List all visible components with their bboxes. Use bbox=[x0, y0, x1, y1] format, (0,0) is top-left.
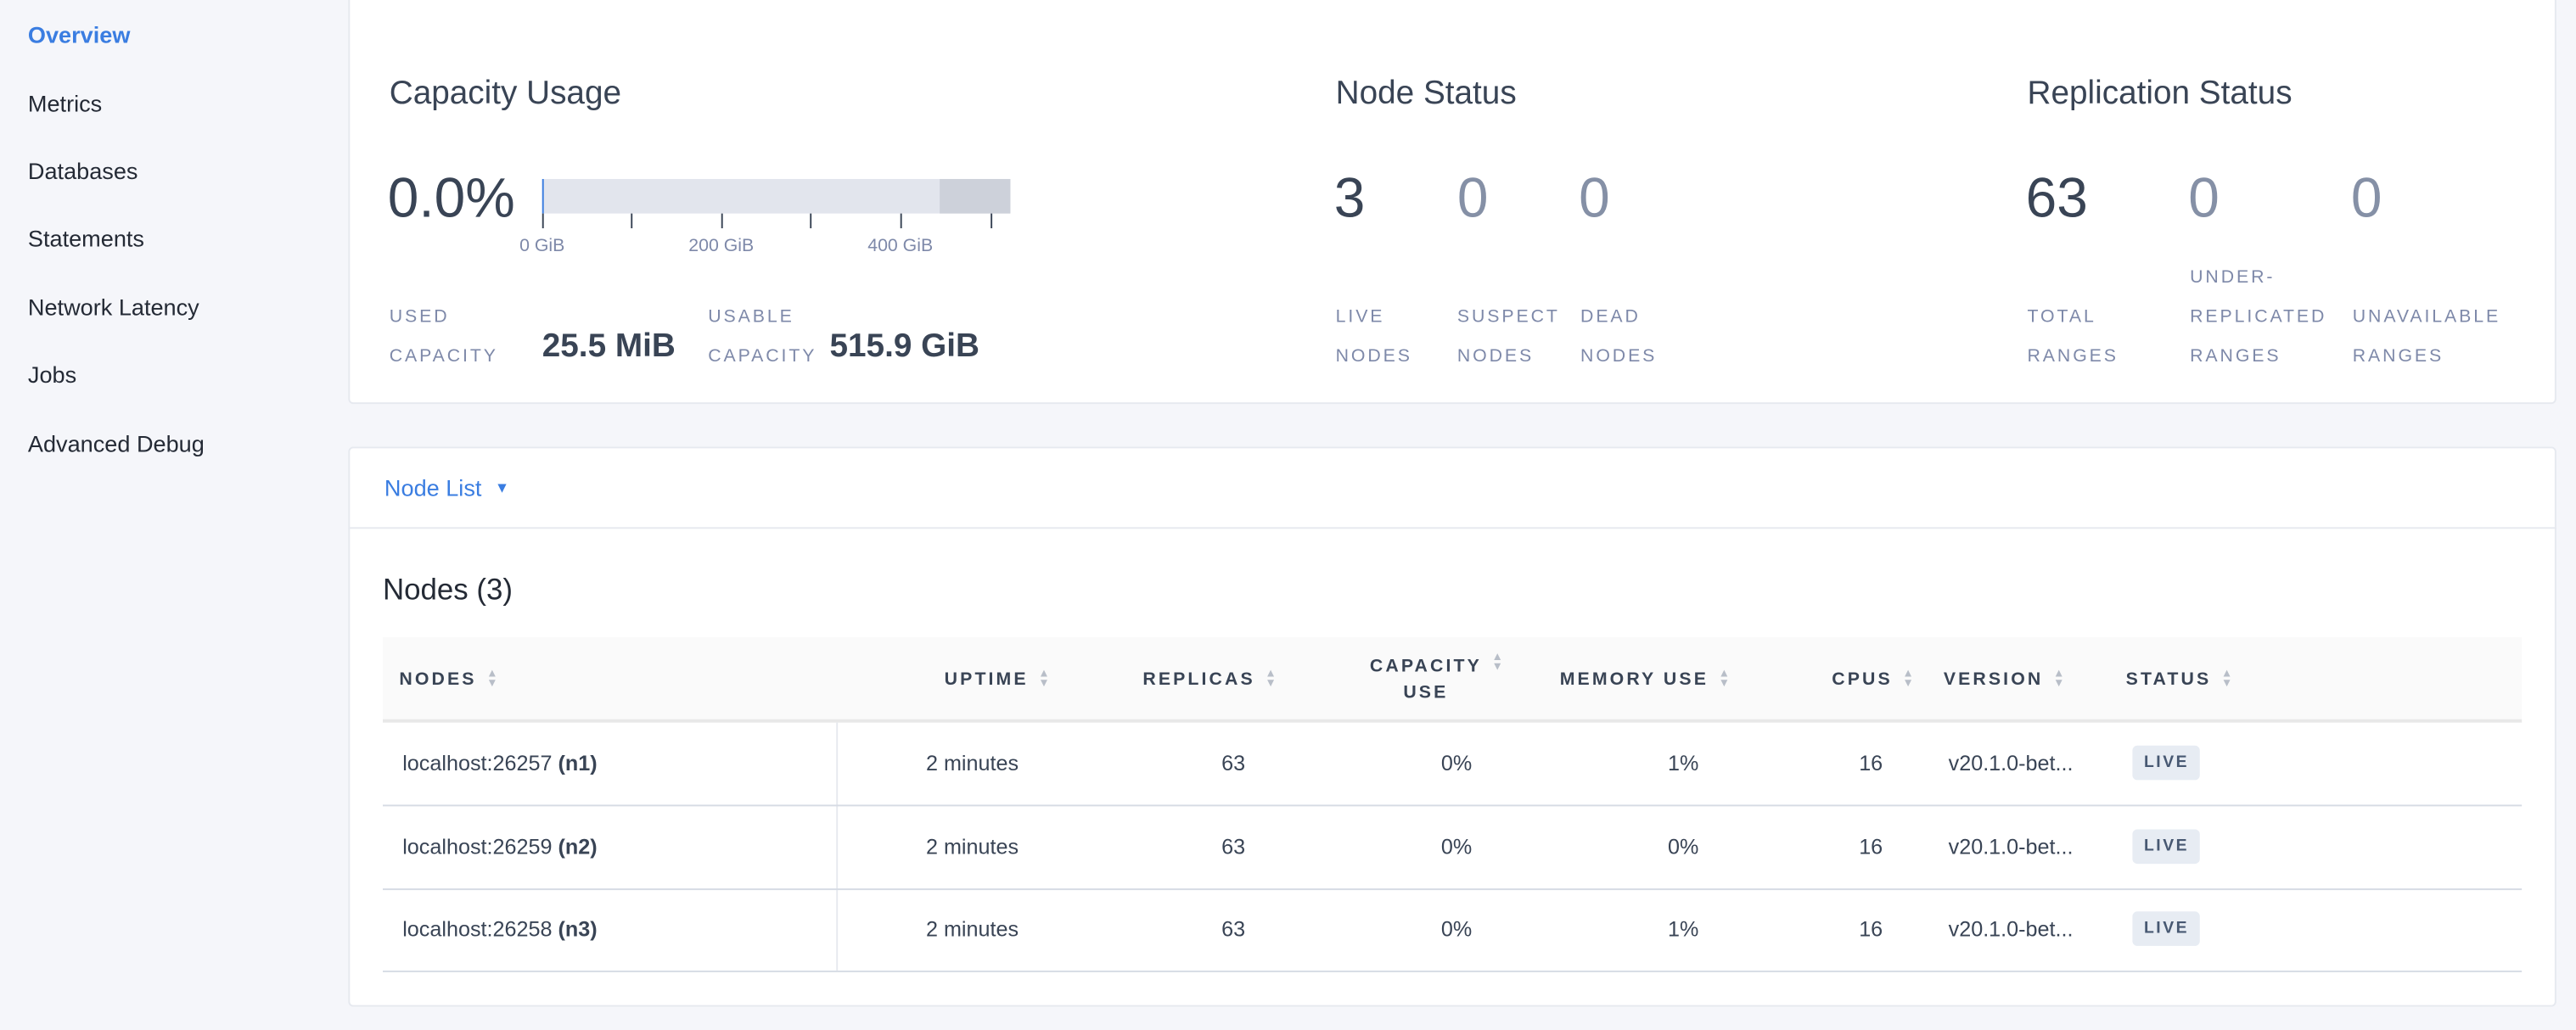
version-cell: v20.1.0-bet... bbox=[1948, 750, 2074, 775]
capacity-bar bbox=[542, 178, 1011, 214]
under-replicated-label: UNDER- REPLICATED RANGES bbox=[2190, 267, 2327, 367]
status-badge: LIVE bbox=[2132, 745, 2201, 781]
memory-use-cell: 1% bbox=[1668, 750, 1699, 775]
node-list-dropdown[interactable]: Node List ▼ bbox=[384, 474, 510, 501]
cpus-cell: 16 bbox=[1859, 916, 1883, 942]
memory-use-cell: 0% bbox=[1668, 833, 1699, 859]
sidebar-item-overview[interactable]: Overview bbox=[27, 21, 131, 48]
capacity-bar-used bbox=[542, 178, 544, 214]
bar-tick-label: 200 GiB bbox=[688, 236, 755, 256]
row-divider bbox=[382, 804, 2523, 807]
capacity-title: Capacity Usage bbox=[389, 76, 622, 112]
bar-tick bbox=[991, 213, 993, 229]
cpus-cell: 16 bbox=[1859, 750, 1883, 775]
unavailable-label: UNAVAILABLE RANGES bbox=[2352, 306, 2501, 367]
sidebar-item-jobs[interactable]: Jobs bbox=[27, 361, 77, 388]
divider bbox=[348, 527, 2556, 529]
bar-tick-label: 0 GiB bbox=[519, 236, 565, 256]
sort-icon: ▲ ▼ bbox=[486, 668, 501, 691]
node-list-card bbox=[348, 446, 2556, 1007]
sort-icon: ▲ ▼ bbox=[1038, 668, 1052, 691]
row-divider bbox=[382, 887, 2523, 890]
column-header-replicas[interactable]: REPLICAS ▲ ▼ bbox=[1142, 668, 1279, 691]
live-nodes-count: 3 bbox=[1333, 167, 1366, 230]
sidebar-item-advanced-debug[interactable]: Advanced Debug bbox=[27, 430, 205, 457]
under-replicated-count: 0 bbox=[2188, 167, 2220, 230]
sort-icon: ▲ ▼ bbox=[1491, 652, 1507, 674]
capacity-use-cell: 0% bbox=[1440, 833, 1473, 859]
uptime-cell: 2 minutes bbox=[925, 916, 1019, 942]
sidebar-item-statements[interactable]: Statements bbox=[27, 225, 145, 252]
version-cell: v20.1.0-bet... bbox=[1948, 916, 2074, 942]
replicas-cell: 63 bbox=[1221, 833, 1246, 859]
sort-icon: ▲ ▼ bbox=[1718, 668, 1733, 691]
column-header-cpus[interactable]: CPUS ▲ ▼ bbox=[1832, 668, 1917, 691]
column-header-memory-use[interactable]: MEMORY USE ▲ ▼ bbox=[1559, 668, 1733, 691]
node-name-link[interactable]: localhost:26259 (n2) bbox=[402, 833, 598, 859]
node-name-link[interactable]: localhost:26258 (n3) bbox=[402, 916, 598, 942]
caret-down-icon: ▼ bbox=[494, 479, 510, 496]
row-divider bbox=[382, 970, 2523, 972]
capacity-percent: 0.0% bbox=[387, 167, 515, 230]
capacity-use-cell: 0% bbox=[1440, 750, 1473, 775]
version-cell: v20.1.0-bet... bbox=[1948, 833, 2074, 859]
replicas-cell: 63 bbox=[1221, 916, 1246, 942]
column-header-version[interactable]: VERSION ▲ ▼ bbox=[1943, 668, 2068, 691]
sidebar-item-metrics[interactable]: Metrics bbox=[27, 90, 103, 117]
sort-icon: ▲ ▼ bbox=[1902, 668, 1917, 691]
bar-tick bbox=[631, 213, 633, 229]
sort-icon: ▲ ▼ bbox=[1265, 668, 1279, 691]
used-capacity-label: USED CAPACITY bbox=[389, 306, 498, 367]
replication-status-title: Replication Status bbox=[2027, 76, 2293, 112]
total-ranges-label: TOTAL RANGES bbox=[2027, 306, 2119, 367]
column-header-status[interactable]: STATUS ▲ ▼ bbox=[2125, 668, 2236, 691]
total-ranges-count: 63 bbox=[2025, 167, 2088, 230]
cpus-cell: 16 bbox=[1859, 833, 1883, 859]
sort-icon: ▲ ▼ bbox=[2220, 668, 2236, 691]
bar-tick bbox=[721, 213, 723, 229]
bar-tick bbox=[810, 213, 812, 229]
memory-use-cell: 1% bbox=[1668, 916, 1699, 942]
usable-capacity-label: USABLE CAPACITY bbox=[708, 306, 817, 367]
capacity-use-cell: 0% bbox=[1440, 916, 1473, 942]
unavailable-count: 0 bbox=[2350, 167, 2382, 230]
column-divider bbox=[836, 722, 839, 971]
bar-tick bbox=[542, 213, 544, 229]
table-header bbox=[382, 637, 2523, 723]
node-status-title: Node Status bbox=[1335, 76, 1517, 112]
column-header-capacity-use[interactable]: CAPACITY USE ▲ ▼ bbox=[1369, 652, 1507, 703]
status-badge: LIVE bbox=[2132, 828, 2201, 864]
used-capacity-value: 25.5 MiB bbox=[542, 328, 676, 365]
status-badge: LIVE bbox=[2132, 911, 2201, 946]
suspect-nodes-label: SUSPECT NODES bbox=[1456, 306, 1560, 367]
sidebar-item-databases[interactable]: Databases bbox=[27, 157, 138, 184]
dead-nodes-label: DEAD NODES bbox=[1580, 306, 1658, 367]
bar-tick bbox=[900, 213, 902, 229]
bar-tick-label: 400 GiB bbox=[867, 236, 934, 256]
uptime-cell: 2 minutes bbox=[925, 833, 1019, 859]
sort-icon: ▲ ▼ bbox=[2052, 668, 2068, 691]
replicas-cell: 63 bbox=[1221, 750, 1246, 775]
suspect-nodes-count: 0 bbox=[1456, 167, 1489, 230]
capacity-bar-reserved bbox=[940, 178, 1011, 214]
sidebar-item-network-latency[interactable]: Network Latency bbox=[27, 294, 199, 321]
nodes-table-title: Nodes (3) bbox=[382, 573, 513, 607]
column-header-nodes[interactable]: NODES ▲ ▼ bbox=[399, 668, 501, 691]
live-nodes-label: LIVE NODES bbox=[1335, 306, 1412, 367]
dead-nodes-count: 0 bbox=[1579, 167, 1610, 230]
uptime-cell: 2 minutes bbox=[925, 750, 1019, 775]
node-name-link[interactable]: localhost:26257 (n1) bbox=[402, 750, 598, 775]
column-header-uptime[interactable]: UPTIME ▲ ▼ bbox=[944, 668, 1052, 691]
usable-capacity-value: 515.9 GiB bbox=[829, 328, 979, 365]
